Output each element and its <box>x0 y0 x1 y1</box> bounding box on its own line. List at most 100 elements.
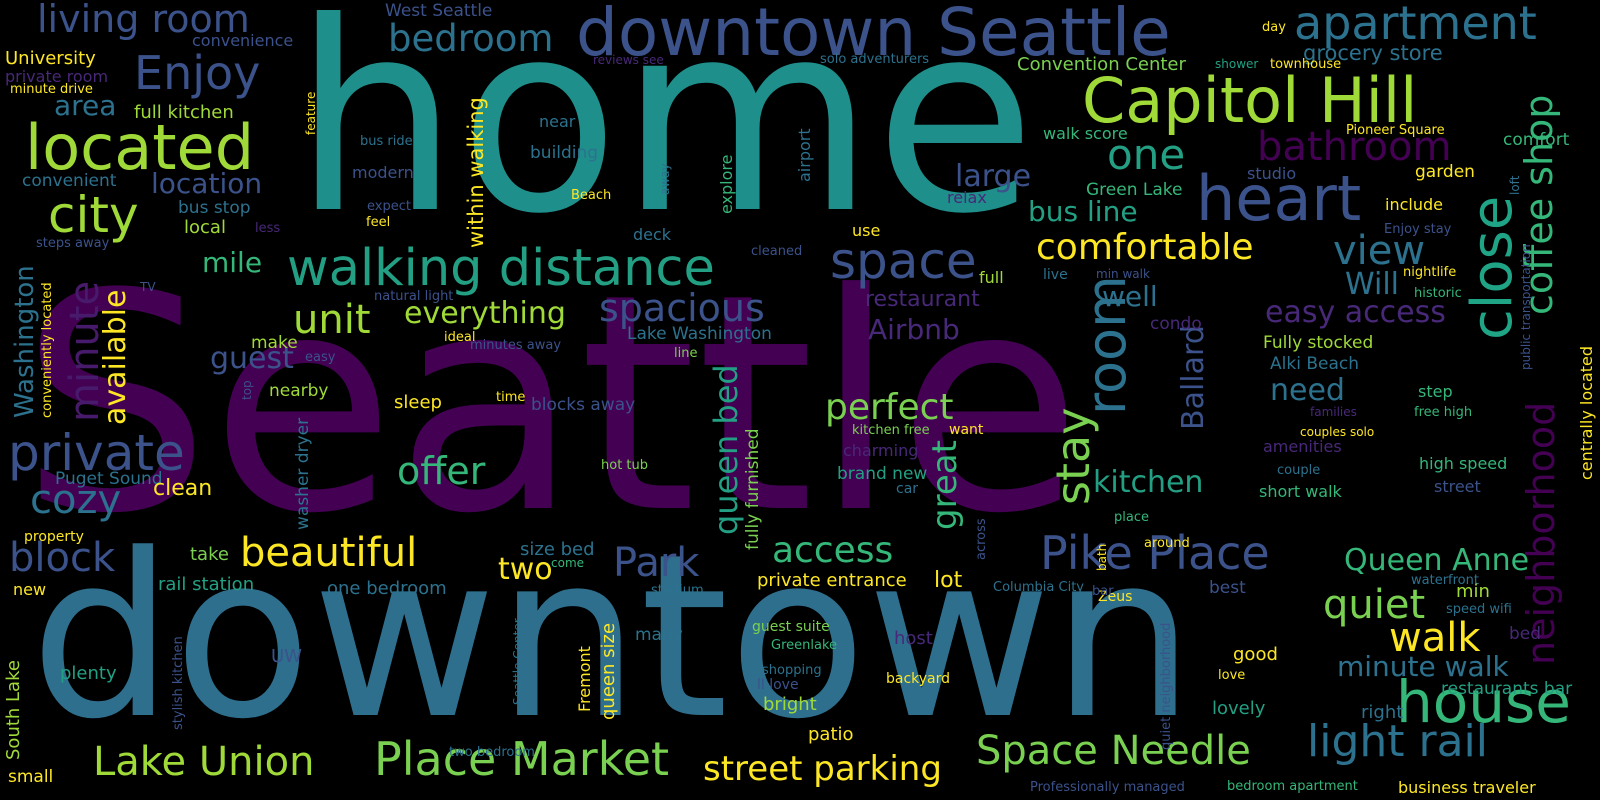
word: Space Needle <box>976 728 1251 774</box>
word: place <box>1114 510 1149 525</box>
word: Seattle <box>20 230 1083 579</box>
word: brand new <box>837 464 928 484</box>
word: Alki Beach <box>1270 354 1359 374</box>
word: quiet <box>1323 582 1426 628</box>
word: location <box>151 167 263 200</box>
word: host <box>894 628 933 649</box>
word: lot <box>934 568 963 593</box>
word: Will <box>1345 267 1400 302</box>
word: two bedroom <box>449 745 535 760</box>
word: include <box>1385 195 1443 214</box>
word: top <box>240 380 254 400</box>
word: great <box>925 440 965 530</box>
word: patio <box>808 724 854 745</box>
word: restaurant <box>865 287 980 312</box>
word: full <box>979 268 1004 287</box>
word: couple <box>1277 463 1321 478</box>
word: Greenlake <box>771 638 838 653</box>
word: Park <box>613 540 700 586</box>
word: nightlife <box>1403 265 1457 280</box>
word: comfort <box>1503 130 1570 150</box>
word: Lake Washington <box>627 324 772 344</box>
word: bright <box>763 694 817 715</box>
word: house <box>1396 668 1571 736</box>
word: bar <box>1092 584 1114 599</box>
word: waterfront <box>1411 573 1479 588</box>
word: business traveler <box>1398 778 1536 797</box>
word: close <box>1460 195 1525 340</box>
word: washer dryer <box>293 417 313 530</box>
word: Airbnb <box>868 313 960 346</box>
word: amenities <box>1263 437 1342 456</box>
word: solo adventurers <box>820 52 930 67</box>
word: live <box>1043 267 1068 283</box>
word: area <box>54 89 117 122</box>
word: blocks away <box>531 395 636 415</box>
word: couples solo <box>1300 425 1375 439</box>
word: view <box>1333 228 1426 274</box>
word: across <box>974 518 989 560</box>
word: street parking <box>703 749 942 789</box>
word: Pioneer Square <box>1346 123 1445 138</box>
word: small <box>8 767 54 787</box>
word: space <box>830 232 977 290</box>
word: Enjoy <box>134 46 261 100</box>
word: high speed <box>1419 454 1508 473</box>
word: Lake Union <box>93 739 315 785</box>
word: Capitol Hill <box>1082 64 1418 137</box>
word: queen size <box>598 622 619 720</box>
word: min <box>1456 581 1490 602</box>
word: minute drive <box>10 82 93 97</box>
word: guest suite <box>752 619 830 635</box>
word: line <box>674 346 698 361</box>
word: offer <box>397 449 486 493</box>
word: Professionally managed <box>1030 780 1185 795</box>
word: love <box>1218 668 1246 683</box>
word: airport <box>795 128 814 182</box>
word: Fremont <box>575 646 594 712</box>
word: shower <box>1215 57 1259 71</box>
word: beautiful <box>240 530 418 576</box>
word: block <box>9 535 116 581</box>
word: minute walk <box>1337 650 1509 683</box>
word: steps away <box>36 236 110 251</box>
word: explore <box>717 154 736 215</box>
word: Puget Sound <box>55 469 163 489</box>
word: city <box>48 186 139 244</box>
word: ideal <box>444 330 476 345</box>
word: speed wifi <box>1446 602 1512 617</box>
word: step <box>1418 382 1453 401</box>
word: full kitchen <box>134 102 234 123</box>
word: Queen Anne <box>1344 543 1530 578</box>
word: rail station <box>158 574 255 595</box>
word: condo <box>1150 314 1202 334</box>
word: centrally located <box>1577 346 1596 480</box>
word: clean <box>153 476 213 501</box>
word: natural light <box>374 289 454 304</box>
word: make <box>251 333 298 353</box>
word: bath <box>1095 543 1109 571</box>
word: historic <box>1414 286 1462 301</box>
word: living room <box>37 0 250 41</box>
word: car <box>896 481 919 497</box>
word: Columbia City <box>993 580 1084 595</box>
word: hot tub <box>601 458 649 473</box>
word: min walk <box>1096 267 1150 281</box>
word: building <box>530 143 599 163</box>
word: Fully stocked <box>1263 333 1374 353</box>
word: mile <box>202 246 263 279</box>
word: unit <box>293 297 371 343</box>
word: feel <box>366 215 391 230</box>
word: street <box>1434 477 1481 496</box>
word: Enjoy stay <box>1384 222 1452 237</box>
word: access <box>772 530 894 571</box>
word: need <box>1270 373 1345 408</box>
word: bus line <box>1028 195 1138 228</box>
word: easy <box>305 350 336 365</box>
word: near <box>539 112 576 131</box>
word: well <box>1102 280 1158 313</box>
word: private entrance <box>757 570 907 591</box>
word: bus ride <box>360 134 413 149</box>
word: walk score <box>1043 124 1128 143</box>
